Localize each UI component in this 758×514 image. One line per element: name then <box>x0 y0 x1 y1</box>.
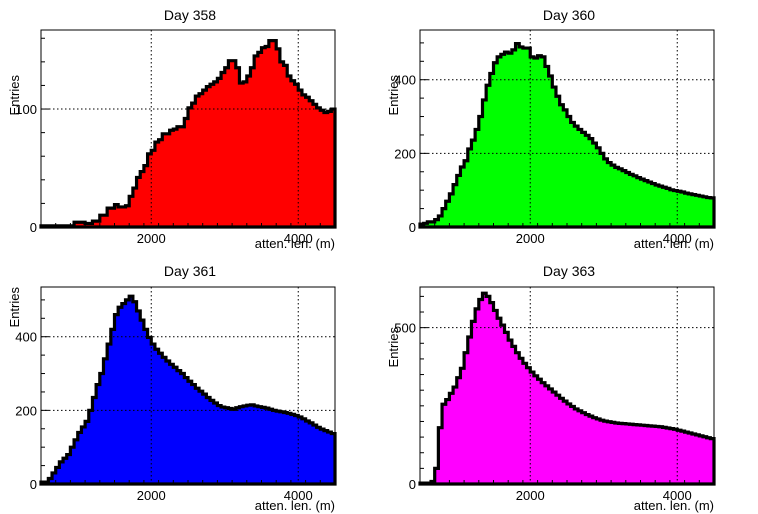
plot-area: 2000 4000 0 200 400 <box>15 286 337 503</box>
x-axis-label: atten. len. (m) <box>634 498 714 513</box>
x-tick-label: 2000 <box>516 231 545 246</box>
histogram-fill <box>420 43 714 228</box>
panel-day-360: Day 360 Entries 2000 4000 0 200 400 atten. l… <box>386 7 716 251</box>
y-tick-label: 0 <box>409 220 416 235</box>
y-tick-label: 0 <box>30 220 37 235</box>
y-axis-label: Entries <box>7 287 22 328</box>
panel-day-361: Day 361 Entries 2000 4000 0 200 400 atten. l… <box>7 263 337 513</box>
x-tick-label: 4000 <box>663 488 692 503</box>
panel-title: Day 358 <box>164 7 216 23</box>
y-tick-label: 200 <box>394 146 416 161</box>
x-axis-label: atten. len. (m) <box>255 498 335 513</box>
y-axis-label: Entries <box>7 75 22 116</box>
histogram-fill <box>41 40 335 228</box>
panel-title: Day 363 <box>543 263 595 279</box>
x-axis-label: atten. len. (m) <box>255 236 335 251</box>
histogram-fill <box>420 293 714 484</box>
plot-area: 2000 4000 0 200 400 <box>394 29 716 246</box>
panel-day-358: Day 358 Entries 2000 4000 0 100 atten. len.… <box>7 7 337 251</box>
y-tick-label: 0 <box>30 477 37 492</box>
y-tick-label: 400 <box>394 73 416 88</box>
histogram-outline <box>39 39 337 229</box>
plot-area: 2000 4000 0 100 <box>15 29 337 246</box>
plot-area: 2000 4000 0 500 <box>394 286 716 503</box>
y-axis-label: Entries <box>386 327 401 368</box>
y-tick-label: 100 <box>15 102 37 117</box>
y-axis-label: Entries <box>386 75 401 116</box>
y-tick-label: 400 <box>15 330 37 345</box>
histogram-fill <box>41 296 335 484</box>
y-tick-label: 0 <box>409 477 416 492</box>
x-tick-label: 4000 <box>663 231 692 246</box>
x-tick-label: 2000 <box>137 231 166 246</box>
panel-day-363: Day 363 Entries 2000 4000 0 500 atten. len.… <box>386 263 716 513</box>
y-tick-label: 500 <box>394 321 416 336</box>
histogram-outline <box>418 291 716 486</box>
histogram-outline <box>39 294 337 486</box>
panel-title: Day 361 <box>164 263 216 279</box>
x-tick-label: 4000 <box>284 231 313 246</box>
y-tick-label: 200 <box>15 403 37 418</box>
x-tick-label: 2000 <box>137 488 166 503</box>
x-tick-label: 2000 <box>516 488 545 503</box>
panel-title: Day 360 <box>543 7 595 23</box>
x-axis-label: atten. len. (m) <box>634 236 714 251</box>
histogram-outline <box>418 42 716 229</box>
x-tick-label: 4000 <box>284 488 313 503</box>
